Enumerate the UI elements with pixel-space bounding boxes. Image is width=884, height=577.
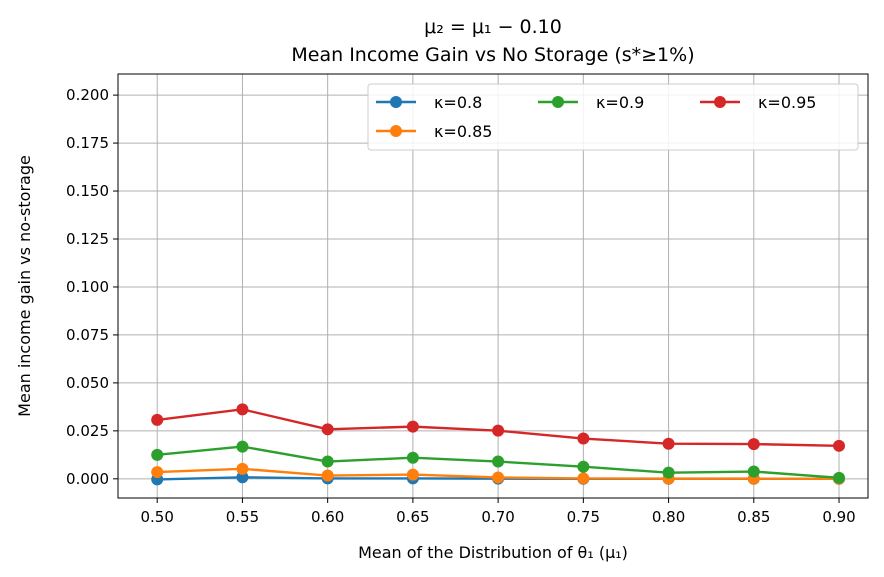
data-point (151, 448, 164, 461)
data-point (747, 465, 760, 478)
data-point (236, 462, 249, 475)
y-tick-label: 0.050 (66, 374, 109, 392)
legend-label: κ=0.9 (596, 93, 644, 112)
data-point (236, 471, 249, 484)
y-tick-label: 0.000 (66, 470, 109, 488)
series-layer (151, 403, 846, 486)
data-point (662, 437, 675, 450)
plot-area-frame (117, 73, 869, 499)
data-point (492, 471, 505, 484)
x-tick-label: 0.90 (822, 508, 855, 526)
x-tick-label: 0.70 (481, 508, 514, 526)
y-tick-label: 0.200 (66, 86, 109, 104)
data-point (833, 471, 846, 484)
x-tick-label: 0.50 (141, 508, 174, 526)
data-point (151, 466, 164, 479)
legend-item: κ=0.95 (700, 93, 816, 112)
legend-item: κ=0.85 (376, 122, 492, 141)
y-tick-label: 0.175 (66, 134, 109, 152)
data-point (406, 420, 419, 433)
data-point (321, 455, 334, 468)
x-axis-label: Mean of the Distribution of θ₁ (μ₁) (358, 543, 628, 562)
x-tick-label: 0.75 (567, 508, 600, 526)
legend-marker (552, 96, 564, 108)
chart-subtitle: Mean Income Gain vs No Storage (s*≥1%) (291, 44, 694, 66)
legend-item: κ=0.9 (538, 93, 644, 112)
x-tick-label: 0.60 (311, 508, 344, 526)
chart-title: μ₂ = μ₁ − 0.10 (424, 16, 562, 38)
x-tick-label: 0.80 (652, 508, 685, 526)
data-point (406, 468, 419, 481)
y-tick-label: 0.025 (66, 422, 109, 440)
data-point (747, 438, 760, 451)
legend-marker (390, 96, 402, 108)
data-point (492, 455, 505, 468)
data-point (236, 440, 249, 453)
y-tick-label: 0.150 (66, 182, 109, 200)
legend: κ=0.8 κ=0.85 κ=0.9 κ=0.95 (367, 83, 859, 151)
legend-label: κ=0.85 (434, 122, 492, 141)
data-point (236, 403, 249, 416)
legend-label: κ=0.8 (434, 93, 482, 112)
data-point (577, 460, 590, 473)
series-3 (151, 403, 846, 452)
data-point (151, 413, 164, 426)
data-point (406, 451, 419, 464)
data-point (577, 432, 590, 445)
y-tick-label: 0.125 (66, 230, 109, 248)
series-2 (151, 440, 846, 484)
x-tick-label: 0.85 (737, 508, 770, 526)
data-point (492, 424, 505, 437)
x-tick-label: 0.65 (396, 508, 429, 526)
data-point (662, 466, 675, 479)
x-tick-label: 0.55 (226, 508, 259, 526)
legend-marker (390, 125, 402, 137)
data-point (321, 469, 334, 482)
ticks: 0.50 0.55 0.60 0.65 0.70 0.75 0.80 0.85 0.90 0.00… (66, 86, 856, 526)
legend-item: κ=0.8 (376, 93, 482, 112)
data-point (833, 439, 846, 452)
legend-marker (714, 96, 726, 108)
data-point (577, 472, 590, 485)
data-point (321, 423, 334, 436)
y-axis-label: Mean income gain vs no-storage (15, 155, 34, 417)
legend-label: κ=0.95 (758, 93, 816, 112)
y-tick-label: 0.075 (66, 326, 109, 344)
legend-box (367, 83, 859, 151)
y-tick-label: 0.100 (66, 278, 109, 296)
